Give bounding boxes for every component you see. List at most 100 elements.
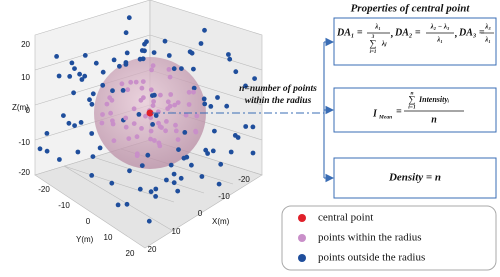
panel-title: Properties of central point — [351, 3, 471, 15]
point — [99, 120, 105, 126]
formula-sum-lower: i=1 — [370, 50, 377, 55]
point — [243, 83, 248, 89]
point — [145, 152, 151, 158]
point — [126, 15, 132, 21]
point — [125, 87, 131, 93]
legend-box — [281, 205, 497, 271]
point — [57, 157, 62, 162]
x-tick-label: 20 — [148, 245, 157, 254]
point — [110, 121, 116, 127]
formula-sum: ∑ — [408, 94, 415, 105]
point — [109, 180, 115, 186]
point — [137, 186, 143, 192]
point — [90, 154, 96, 160]
point — [153, 113, 159, 118]
point — [140, 79, 146, 84]
point — [66, 120, 72, 126]
point — [191, 85, 197, 91]
connectors — [152, 37, 335, 183]
point — [167, 74, 173, 80]
point — [111, 138, 117, 144]
point — [171, 180, 177, 186]
point — [54, 54, 59, 59]
point — [148, 136, 154, 142]
point — [151, 99, 157, 104]
central-point — [146, 109, 154, 117]
point — [143, 113, 148, 119]
formula-lhs: I — [372, 108, 378, 119]
point — [202, 27, 207, 33]
point — [233, 69, 239, 75]
point — [163, 128, 169, 134]
point — [44, 131, 50, 136]
x-tick-label: 0 — [198, 209, 203, 218]
z-tick-label: -20 — [18, 168, 30, 177]
point — [252, 76, 257, 81]
point — [158, 92, 163, 98]
point — [212, 128, 217, 134]
point — [166, 67, 172, 72]
y-tick-label: -20 — [38, 185, 50, 194]
point — [115, 202, 121, 208]
point — [150, 103, 156, 108]
point — [168, 92, 174, 97]
point — [142, 48, 147, 54]
point — [78, 120, 84, 125]
point — [205, 151, 211, 156]
legend-marker — [298, 234, 306, 242]
point — [133, 79, 139, 85]
point — [123, 60, 129, 65]
point — [224, 103, 230, 109]
point — [215, 95, 220, 100]
z-tick-label: -10 — [18, 138, 30, 147]
point — [37, 146, 43, 152]
point — [175, 100, 181, 105]
annotation: within the radius — [245, 96, 312, 106]
point — [136, 112, 142, 117]
point — [152, 92, 157, 98]
y-tick-label: 0 — [86, 217, 91, 226]
point — [156, 140, 162, 146]
z-tick-label: 10 — [21, 73, 30, 82]
formula-lhs: DA₁ = — [336, 27, 363, 38]
point — [148, 128, 154, 134]
point — [189, 50, 195, 56]
formula-denominator: λ₁ — [484, 36, 491, 44]
formula-sum-upper: 3 — [371, 35, 375, 40]
formula-denominator: λⱼ — [381, 40, 387, 48]
point — [164, 119, 169, 124]
point — [173, 128, 179, 134]
point — [165, 99, 171, 105]
point — [131, 106, 137, 112]
point — [250, 150, 256, 156]
point — [216, 181, 222, 187]
formula-denominator: n — [431, 114, 437, 125]
point — [119, 81, 125, 87]
point — [123, 124, 129, 130]
point — [100, 112, 105, 117]
point — [178, 175, 184, 181]
point — [124, 50, 130, 56]
point — [165, 106, 171, 111]
point — [172, 102, 178, 108]
formula-sum: ∑ — [369, 38, 376, 49]
point — [67, 74, 73, 79]
point — [175, 137, 181, 143]
y-tick-label: 20 — [126, 249, 135, 258]
x-tick-label: -20 — [238, 175, 250, 184]
point — [89, 131, 95, 136]
legend-label: central point — [318, 212, 373, 224]
y-tick-label: 10 — [104, 233, 113, 242]
point — [235, 135, 241, 140]
point — [199, 174, 205, 179]
point — [141, 95, 146, 101]
point — [123, 30, 129, 36]
point — [134, 134, 140, 140]
point — [117, 63, 122, 69]
point — [142, 41, 147, 47]
point — [72, 123, 77, 128]
point — [149, 67, 155, 73]
point — [89, 101, 95, 107]
formula-boxes — [333, 17, 497, 199]
